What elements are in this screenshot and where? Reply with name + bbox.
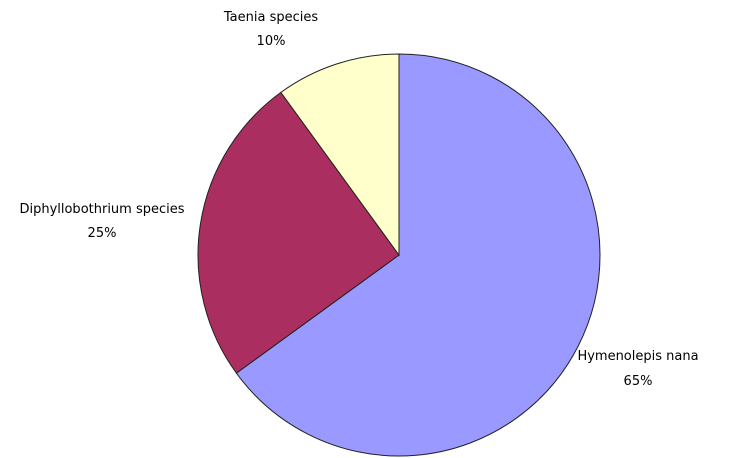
slice-name-label: Diphyllobothrium species <box>19 202 184 217</box>
slice-label-hymenolepis: Hymenolepis nana 65% <box>577 349 698 389</box>
slice-name-label: Taenia species <box>223 10 318 25</box>
slice-percent-label: 25% <box>88 226 117 241</box>
slice-label-diphyllobothrium: Diphyllobothrium species 25% <box>19 202 184 241</box>
slice-name-label: Hymenolepis nana <box>577 349 698 364</box>
slice-percent-label: 65% <box>624 374 653 389</box>
pie-slice-hymenolepis-nana <box>235 53 601 457</box>
pie-slice-diphyllobothrium-species <box>197 91 400 374</box>
slice-label-taenia: Taenia species 10% <box>223 10 318 49</box>
pie-slice-taenia-species <box>280 53 400 257</box>
slice-percent-label: 10% <box>257 34 286 49</box>
pie-slices <box>197 53 601 457</box>
